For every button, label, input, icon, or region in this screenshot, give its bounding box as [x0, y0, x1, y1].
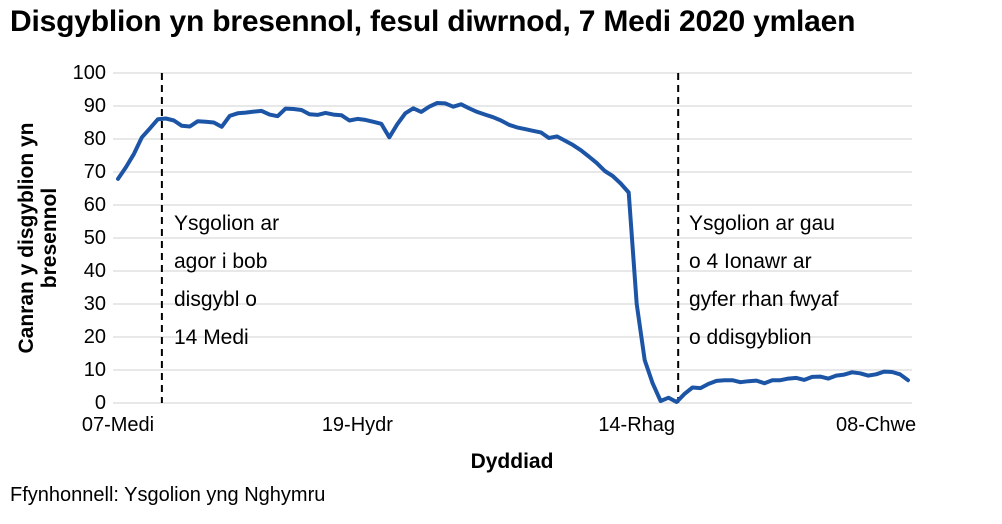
annotation-schools-open: Ysgolion ar agor i bob disgybl o 14 Medi [174, 212, 280, 349]
y-tick-label: 40 [83, 260, 106, 282]
source-note: Ffynhonnell: Ysgolion yng Nghymru [10, 484, 326, 506]
attendance-line [116, 101, 910, 404]
x-tick-label: 19-Hydr [321, 414, 393, 436]
y-tick-label: 0 [94, 392, 106, 414]
y-tick-label: 30 [83, 293, 106, 315]
x-axis-title: Dyddiad [470, 450, 554, 473]
y-tick-label: 100 [72, 62, 106, 84]
y-tick-label: 70 [83, 161, 106, 183]
y-tick-label: 80 [83, 128, 106, 150]
y-tick-label: 20 [83, 326, 106, 348]
chart-title: Disgyblion yn bresennol, fesul diwrnod, … [10, 5, 856, 38]
y-tick-label: 60 [83, 194, 106, 216]
x-tick-label: 14-Rhag [598, 414, 676, 436]
y-tick-label: 10 [83, 359, 106, 381]
y-tick-label: 50 [83, 227, 106, 249]
y-tick-label: 90 [83, 95, 106, 117]
x-tick-label: 08-Chwe [836, 414, 917, 436]
annotation-schools-closed: Ysgolion ar gau o 4 Ionawr ar gyfer rhan… [689, 212, 839, 349]
x-tick-label: 07-Medi [81, 414, 155, 436]
